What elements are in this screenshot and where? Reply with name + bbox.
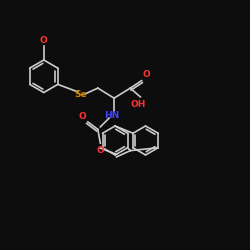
Text: OH: OH: [130, 100, 146, 109]
Text: O: O: [40, 36, 48, 45]
Text: O: O: [96, 146, 104, 155]
Text: Se: Se: [74, 90, 87, 99]
Text: O: O: [143, 70, 150, 80]
Text: HN: HN: [104, 111, 119, 120]
Text: O: O: [78, 112, 86, 121]
